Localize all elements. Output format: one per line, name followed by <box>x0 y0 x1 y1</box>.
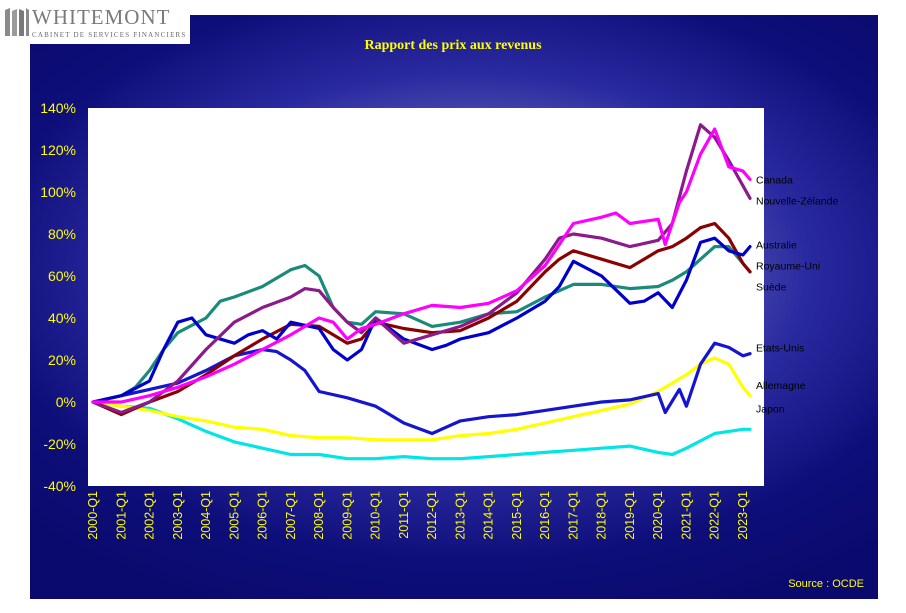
y-tick-label: -40% <box>43 478 76 494</box>
chart-title: Rapport des prix aux revenus <box>364 38 542 53</box>
brand-tagline: CABINET DE SERVICES FINANCIERS <box>32 31 187 39</box>
y-tick-label: 100% <box>40 184 76 200</box>
x-tick-label: 2010-Q1 <box>369 491 383 540</box>
x-tick-label: 2004-Q1 <box>199 491 213 540</box>
x-tick-label: 2018-Q1 <box>595 491 609 540</box>
y-tick-label: 40% <box>48 310 76 326</box>
x-tick-label: 2020-Q1 <box>651 491 665 540</box>
x-tick-label: 2017-Q1 <box>566 491 580 540</box>
y-tick-label: 120% <box>40 142 76 158</box>
x-tick-label: 2006-Q1 <box>256 491 270 540</box>
source-note: Source : OCDE <box>788 578 864 590</box>
x-tick-label: 2008-Q1 <box>312 491 326 540</box>
series-line-australie <box>91 236 752 404</box>
brand-name: WHITEMONT <box>32 5 171 29</box>
series-line-suede <box>91 245 752 404</box>
x-tick-label: 2009-Q1 <box>340 491 354 540</box>
legend-label-australie: Australie <box>756 240 797 252</box>
x-tick-label: 2023-Q1 <box>736 491 750 540</box>
series-line-allemagne <box>91 356 752 442</box>
x-tick-label: 2022-Q1 <box>708 491 722 540</box>
legend-label-nouvelle-zelande: Nouvelle-Zélande <box>756 195 838 207</box>
legend-label-canada: Canada <box>756 174 793 186</box>
x-tick-label: 2011-Q1 <box>397 491 411 539</box>
series-line-japon <box>91 400 752 461</box>
legend-label-etats-unis: Etats-Unis <box>756 342 804 354</box>
y-tick-label: 60% <box>48 268 76 284</box>
legend: Canada Nouvelle-Zélande Australie Royaume-U… <box>756 174 838 415</box>
y-tick-label: 80% <box>48 226 76 242</box>
legend-label-suede: Suède <box>756 282 787 294</box>
x-tick-label: 2012-Q1 <box>425 491 439 540</box>
y-tick-label: -20% <box>43 436 76 452</box>
x-tick-label: 2000-Q1 <box>86 491 100 540</box>
x-tick-label: 2005-Q1 <box>227 491 241 540</box>
y-axis: 140% 120% 100% 80% 60% 40% 20% 0% -20% -40% <box>40 100 76 494</box>
legend-label-royaume-uni: Royaume-Uni <box>756 261 820 273</box>
series-lines <box>91 123 752 461</box>
columns-icon <box>4 8 30 41</box>
brand-logo: WHITEMONT CABINET DE SERVICES FINANCIERS <box>0 0 190 44</box>
series-line-canada <box>91 127 752 404</box>
y-tick-label: 140% <box>40 100 76 116</box>
legend-label-japon: Japon <box>756 403 785 415</box>
series-line-royaume-uni <box>91 221 752 417</box>
x-tick-label: 2002-Q1 <box>143 491 157 540</box>
y-tick-label: 20% <box>48 352 76 368</box>
legend-label-allemagne: Allemagne <box>756 380 806 392</box>
x-tick-label: 2021-Q1 <box>679 491 693 540</box>
y-tick-label: 0% <box>56 394 76 410</box>
x-axis: 2000-Q1 2001-Q1 2002-Q1 2003-Q1 2004-Q1 2005-… <box>86 491 750 540</box>
x-tick-label: 2015-Q1 <box>510 491 524 540</box>
x-tick-label: 2013-Q1 <box>453 491 467 540</box>
x-tick-label: 2014-Q1 <box>482 491 496 540</box>
x-tick-label: 2003-Q1 <box>171 491 185 540</box>
x-tick-label: 2001-Q1 <box>114 491 128 540</box>
x-tick-label: 2007-Q1 <box>284 491 298 540</box>
x-tick-label: 2019-Q1 <box>623 491 637 540</box>
x-tick-label: 2016-Q1 <box>538 491 552 540</box>
